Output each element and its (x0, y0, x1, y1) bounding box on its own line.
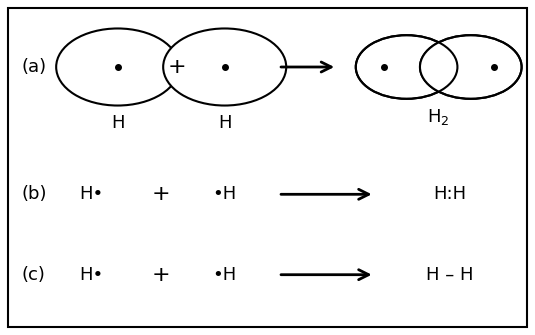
Text: •H: •H (212, 185, 237, 203)
Text: H$_2$: H$_2$ (427, 107, 450, 127)
Ellipse shape (163, 28, 286, 106)
Ellipse shape (356, 35, 457, 99)
Text: H – H: H – H (426, 266, 473, 284)
Text: •H: •H (212, 266, 237, 284)
Text: +: + (167, 57, 186, 77)
Text: (a): (a) (21, 58, 47, 76)
Text: H:H: H:H (433, 185, 466, 203)
Ellipse shape (420, 35, 522, 99)
Text: H•: H• (79, 185, 103, 203)
Ellipse shape (356, 35, 457, 99)
Text: +: + (151, 184, 170, 204)
Text: (c): (c) (21, 266, 45, 284)
Ellipse shape (56, 28, 179, 106)
Text: H•: H• (79, 266, 103, 284)
Text: +: + (151, 265, 170, 285)
Text: (b): (b) (21, 185, 47, 203)
Text: H: H (218, 114, 232, 132)
Text: H: H (111, 114, 125, 132)
